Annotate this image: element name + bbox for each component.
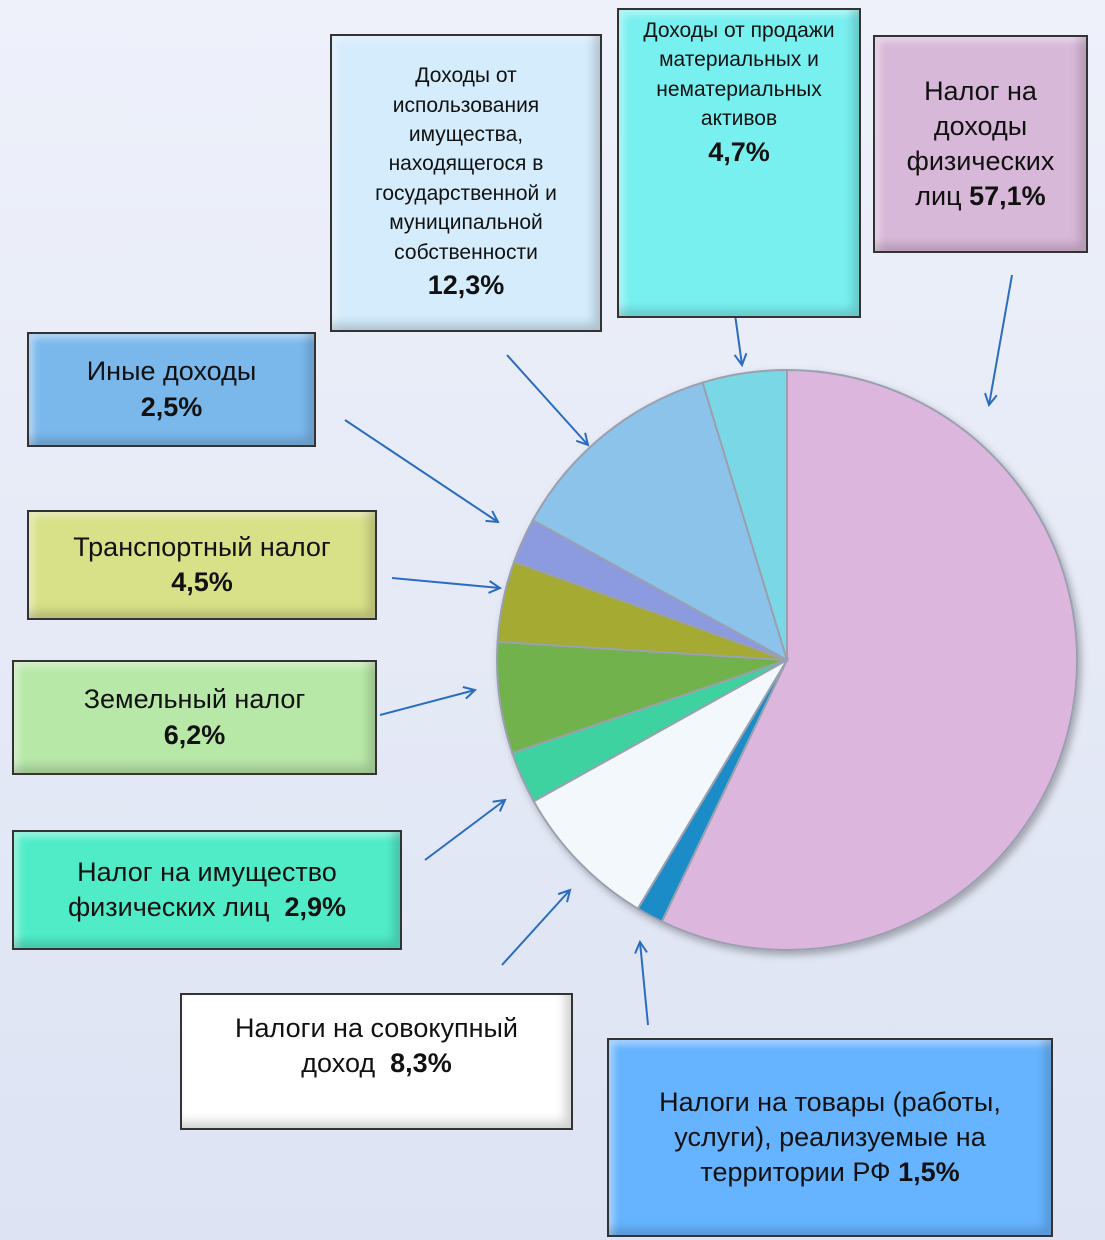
label-box: Транспортный налог 4,5% xyxy=(27,510,377,620)
label-box: Налоги на товары (работы, услуги), реали… xyxy=(607,1038,1053,1237)
value-label: 57,1% xyxy=(969,181,1046,212)
category-label: Налоги на совокупный доход xyxy=(235,1013,518,1079)
value-label: 6,2% xyxy=(163,719,226,750)
category-label: Налог на доходы физических лиц xyxy=(906,75,1055,212)
label-box: Налоги на совокупный доход 8,3% xyxy=(180,993,573,1130)
label-box: Земельный налог 6,2% xyxy=(12,660,377,775)
pie-slice xyxy=(701,368,788,661)
label-box: Доходы от использования имущества, наход… xyxy=(330,34,602,332)
label-box: Доходы от продажи материальных и нематер… xyxy=(617,8,861,318)
arrow xyxy=(501,890,570,966)
value-label: 12,3% xyxy=(427,269,505,300)
value-label: 8,3% xyxy=(390,1048,452,1079)
category-label: Налоги на товары (работы, услуги), реали… xyxy=(659,1086,1001,1188)
value-label: 2,9% xyxy=(284,892,347,922)
pie-slice xyxy=(660,368,1078,951)
arrow xyxy=(391,577,500,588)
category-label: Транспортный налог xyxy=(73,531,331,562)
arrow xyxy=(506,354,588,445)
category-label: Налог на имущество физических лиц xyxy=(67,856,337,922)
arrow xyxy=(379,690,475,716)
arrow xyxy=(344,419,498,522)
arrow xyxy=(989,274,1013,405)
arrow xyxy=(424,800,505,861)
arrows xyxy=(344,274,1013,1026)
value-label: 4,7% xyxy=(708,136,770,167)
label-box: Налог на имущество физических лиц 2,9% xyxy=(12,830,402,950)
pie-slice xyxy=(532,657,790,911)
category-label: Земельный налог xyxy=(83,684,306,715)
label-box: Налог на доходы физических лиц 57,1% xyxy=(873,35,1088,253)
arrow xyxy=(640,942,649,1026)
category-label: Доходы от продажи материальных и нематер… xyxy=(643,19,835,131)
label-box: Иные доходы 2,5% xyxy=(27,332,316,447)
value-label: 2,5% xyxy=(140,391,203,422)
category-label: Доходы от использования имущества, наход… xyxy=(375,64,557,264)
pie xyxy=(496,368,1078,951)
value-label: 4,5% xyxy=(171,567,233,597)
category-label: Иные доходы xyxy=(86,356,257,387)
value-label: 1,5% xyxy=(898,1157,960,1188)
